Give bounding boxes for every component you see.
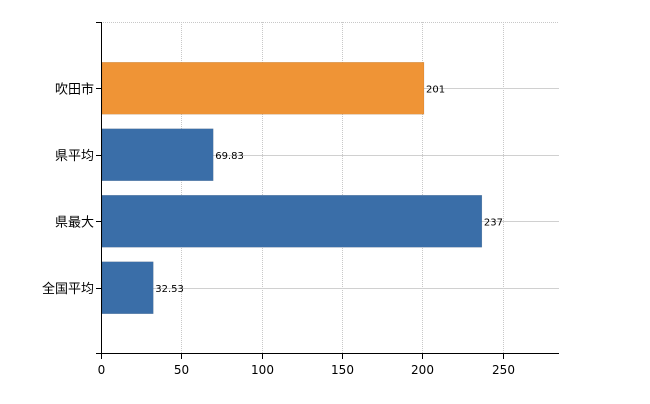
data-label: 69.83 xyxy=(215,151,244,162)
bars-layer xyxy=(101,62,483,314)
labels-layer: 201 吹田市 69.83 県平均 237 県最大 32.53 全国平均 0 50 100 150 20… xyxy=(42,81,515,377)
y-tick-label: 全国平均 xyxy=(42,281,94,297)
data-label: 237 xyxy=(484,217,503,228)
bar xyxy=(101,195,483,248)
x-tick-label: 150 xyxy=(331,363,354,377)
bar xyxy=(101,128,214,181)
y-tick-label: 吹田市 xyxy=(55,81,94,97)
bar xyxy=(101,261,154,314)
x-tick-label: 250 xyxy=(492,363,515,377)
x-tick-label: 200 xyxy=(411,363,434,377)
data-label: 201 xyxy=(426,84,445,95)
data-label: 32.53 xyxy=(155,284,184,295)
x-tick-label: 0 xyxy=(98,363,106,377)
bar xyxy=(101,62,425,115)
axes-layer xyxy=(96,22,559,359)
x-tick-label: 50 xyxy=(174,363,189,377)
x-tick-label: 100 xyxy=(251,363,274,377)
y-tick-label: 県平均 xyxy=(55,149,94,164)
y-tick-label: 県最大 xyxy=(55,215,94,230)
